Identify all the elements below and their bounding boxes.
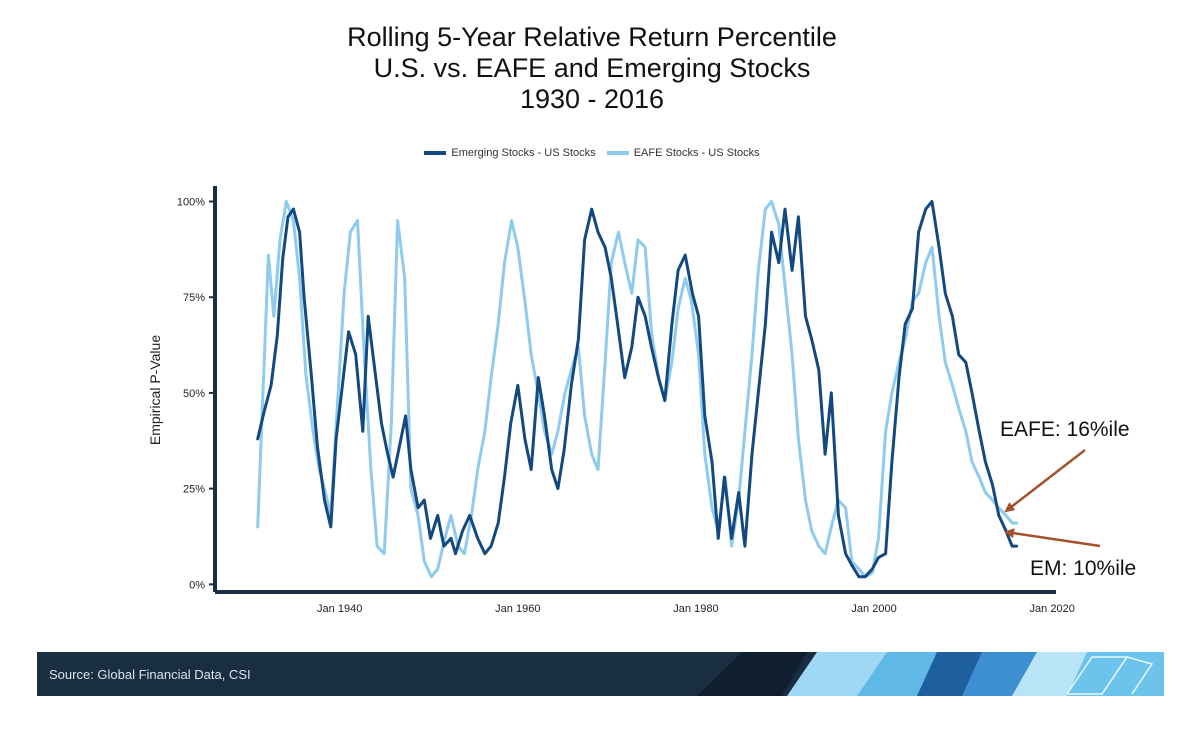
source-note: Source: Global Financial Data, CSI <box>49 667 251 682</box>
annotation-em: EM: 10%ile <box>1030 557 1137 580</box>
legend-swatch-emerging <box>424 151 447 155</box>
legend-item-emerging[interactable]: Emerging Stocks - US Stocks <box>424 147 596 159</box>
chart-legend: Emerging Stocks - US Stocks EAFE Stocks … <box>0 146 1184 159</box>
line-chart: 0% 25% 50% 75% 100% Jan 1940 Jan 1960 Jan 1980 J… <box>147 186 1101 615</box>
footer-decoration <box>697 652 1164 696</box>
footer-banner: Source: Global Financial Data, CSI <box>37 652 1164 696</box>
y-tick-label: 0% <box>189 579 205 591</box>
legend-item-eafe[interactable]: EAFE Stocks - US Stocks <box>606 147 760 159</box>
y-axis-label: Empirical P-Value <box>147 335 163 445</box>
arrow-em <box>1004 528 1101 548</box>
title-line-2: U.S. vs. EAFE and Emerging Stocks <box>373 53 811 83</box>
legend-label-emerging: Emerging Stocks - US Stocks <box>451 147 596 159</box>
legend-swatch-eafe <box>606 151 629 155</box>
x-tick-label: Jan 1980 <box>673 603 718 615</box>
chart-title: Rolling 5-Year Relative Return Percentil… <box>0 22 1184 115</box>
y-tick-label: 25% <box>183 484 205 496</box>
y-tick-label: 50% <box>183 388 205 400</box>
x-tick-label: Jan 2000 <box>851 603 896 615</box>
title-line-1: Rolling 5-Year Relative Return Percentil… <box>347 22 837 52</box>
annotation-eafe: EAFE: 16%ile <box>1000 418 1130 441</box>
x-tick-label: Jan 1960 <box>495 603 540 615</box>
series-line-emerging <box>256 200 1019 579</box>
series-line-eafe <box>256 200 1019 579</box>
y-tick-label: 75% <box>183 292 205 304</box>
y-tick-label: 100% <box>177 196 205 208</box>
legend-label-eafe: EAFE Stocks - US Stocks <box>633 147 760 159</box>
title-line-3: 1930 - 2016 <box>519 84 665 114</box>
x-tick-label: Jan 1940 <box>317 603 362 615</box>
arrow-eafe <box>1004 449 1086 513</box>
x-tick-label: Jan 2020 <box>1030 603 1075 615</box>
